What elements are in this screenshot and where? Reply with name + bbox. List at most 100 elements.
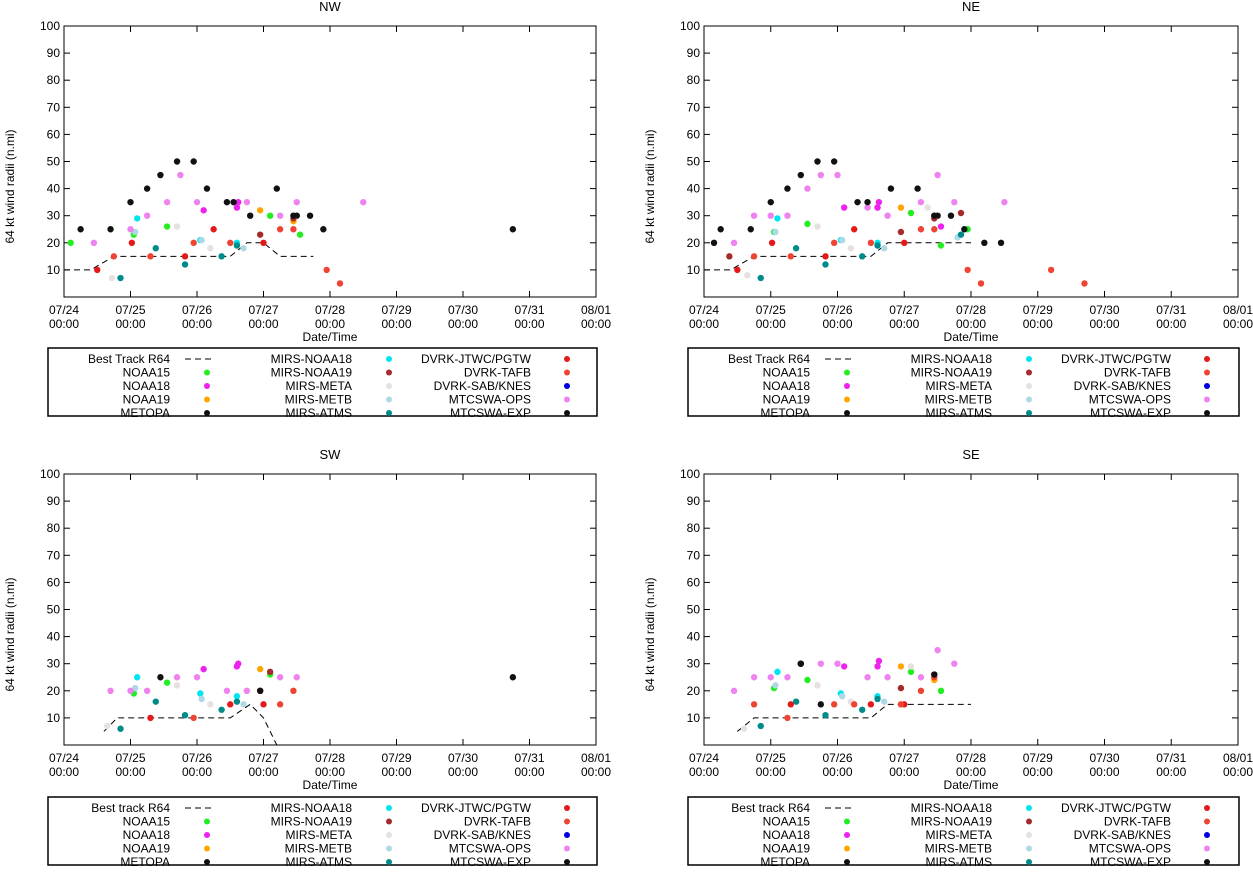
chart-ne-legend-label: MTCSWA-OPS: [1089, 393, 1171, 407]
chart-sw-legend-label: DVRK-JTWC/PGTW: [421, 801, 532, 815]
chart-sw-point-dvrk-jtwc-pgtw: [147, 714, 154, 722]
chart-nw-point-noaa18: [200, 207, 207, 214]
chart-ne-point-mirs-meta: [814, 223, 821, 230]
chart-se-point-mirs-metb: [772, 682, 779, 689]
chart-ne-point-noaa18: [875, 198, 883, 206]
chart-ne-point-dvrk-tafb: [931, 226, 938, 233]
chart-nw-point-noaa15: [67, 239, 74, 246]
chart-sw-xtick-date: 07/31: [514, 751, 544, 765]
chart-ne-xtick-time: 00:00: [756, 317, 786, 331]
chart-nw-point-mirs-metb: [240, 245, 247, 252]
chart-ne-point-metopa: [830, 158, 838, 165]
chart-se-xtick-time: 00:00: [889, 765, 919, 779]
chart-ne-best-track-line: [704, 242, 971, 271]
chart-se-point-mirs-atms: [874, 695, 881, 703]
chart-nw-legend-dot-symbol: [204, 410, 210, 416]
chart-ne-ytick-label: 30: [687, 209, 701, 223]
chart-ne-legend-dot-symbol: [1026, 383, 1032, 389]
chart-se-xtick-date: 07/29: [1023, 751, 1053, 765]
chart-ne-point-metopa: [887, 185, 895, 192]
chart-sw-xtick-date: 07/24: [49, 751, 79, 765]
chart-ne-point-metopa: [747, 226, 754, 233]
chart-nw-point-dvrk-tafb: [276, 226, 284, 233]
chart-nw-legend-dot-symbol: [564, 369, 570, 376]
chart-ne-xtick-date: 07/31: [1156, 303, 1186, 317]
chart-nw-ytick-label: 10: [47, 263, 61, 277]
chart-ne-point-mirs-noaa19: [897, 228, 905, 236]
chart-nw-ytick-label: 60: [47, 127, 61, 141]
chart-panel-sw: SW 10 20 30 40 50 60 70 80 90 100 64 kt wind radii …: [3, 447, 611, 869]
chart-nw-point-mtcswa-ops: [163, 198, 171, 206]
chart-ne-point-mtcswa-ops: [730, 239, 738, 246]
chart-sw-point-mirs-noaa18: [133, 674, 141, 681]
chart-ne-point-dvrk-tafb: [830, 239, 838, 246]
chart-se-point-dvrk-tafb: [917, 687, 925, 694]
chart-sw-point-mirs-atms: [218, 706, 225, 713]
chart-ne-legend-dot-symbol: [1204, 369, 1210, 376]
chart-nw-xlabel: Date/Time: [303, 330, 358, 344]
chart-ne-point-dvrk-jtwc-pgtw: [850, 226, 858, 233]
chart-ne-point-metopa: [981, 239, 988, 246]
chart-nw-xtick-time: 00:00: [115, 317, 145, 331]
chart-ne-ytick-label: 90: [687, 46, 701, 60]
chart-se-legend-dot-symbol: [1204, 832, 1210, 838]
chart-ne-xtick-date: 07/29: [1023, 303, 1053, 317]
chart-se-point-noaa19: [897, 663, 905, 670]
chart-se-legend-dot-symbol: [844, 818, 850, 825]
chart-ne-point-dvrk-jtwc-pgtw: [734, 266, 741, 274]
chart-se-ytick-label: 30: [687, 657, 701, 671]
chart-nw-point-noaa18: [233, 204, 241, 211]
chart-ne-point-mirs-atms: [792, 245, 800, 252]
chart-sw-legend-dot-symbol: [564, 818, 570, 825]
chart-nw-xtick-time: 00:00: [49, 317, 79, 331]
chart-nw-ytick-label: 90: [47, 46, 61, 60]
chart-ne-legend-dot-symbol: [1026, 369, 1032, 376]
chart-sw-point-noaa19: [256, 665, 264, 673]
chart-nw-point-metopa: [157, 171, 164, 179]
chart-sw-legend-dot-symbol: [564, 845, 570, 852]
chart-nw-xtick-time: 00:00: [514, 317, 544, 331]
chart-ne-point-dvrk-jtwc-pgtw: [822, 253, 829, 260]
chart-se-legend-dot-symbol: [1204, 818, 1210, 825]
chart-nw-legend-label: MIRS-META: [286, 379, 352, 393]
chart-sw-point-mtcswa-exp: [256, 687, 264, 694]
chart-nw-point-mirs-atms: [218, 253, 225, 260]
chart-se-ytick-label: 100: [680, 467, 700, 481]
chart-nw-best-track-line: [64, 242, 314, 271]
chart-sw-legend-label: MIRS-META: [286, 828, 352, 842]
chart-nw-ylabel: 64 kt wind radii (n.mi): [3, 129, 17, 243]
chart-se-legend-dot-symbol: [1026, 859, 1032, 865]
chart-nw-point-mtcswa-ops: [127, 226, 134, 233]
chart-ne-point-dvrk-tafb: [917, 226, 925, 233]
chart-nw-legend-label: MIRS-NOAA18: [271, 352, 353, 366]
chart-sw-legend-dot-symbol: [564, 859, 570, 865]
chart-se-legend-dot-symbol: [844, 859, 850, 865]
chart-sw-legend-label: MIRS-METB: [285, 842, 352, 856]
chart-sw-legend-box: [47, 796, 598, 866]
chart-ne-point-dvrk-tafb: [964, 266, 971, 274]
chart-se-ytick-label: 70: [687, 548, 701, 562]
chart-ne-point-metopa: [767, 198, 774, 206]
chart-ne-ytick-label: 40: [687, 182, 701, 196]
chart-ne-legend-dot-symbol: [1204, 396, 1210, 403]
chart-se-point-mtcswa-ops: [834, 660, 841, 667]
chart-ne-point-mirs-noaa19: [726, 253, 733, 260]
chart-nw-point-mtcswa-ops: [243, 198, 251, 206]
chart-sw-legend-label: MTCSWA-OPS: [449, 842, 531, 856]
chart-nw-xtick-date: 07/24: [49, 303, 79, 317]
chart-se-point-dvrk-jtwc-pgtw: [867, 701, 875, 708]
chart-ne-point-metopa: [914, 185, 921, 192]
chart-ne-xtick-time: 00:00: [689, 317, 719, 331]
chart-sw-xtick-time: 00:00: [448, 765, 478, 779]
chart-nw-point-mirs-noaa19: [256, 231, 264, 238]
chart-se-xtick-time: 00:00: [1223, 765, 1253, 779]
chart-ne-ytick-label: 60: [687, 127, 701, 141]
chart-sw-legend-dot-symbol: [564, 832, 570, 838]
chart-nw-point-metopa: [190, 158, 197, 165]
chart-se-legend-label: MIRS-META: [926, 828, 992, 842]
chart-nw-point-mtcswa-ops: [276, 212, 284, 219]
chart-se-xtick-time: 00:00: [1156, 765, 1186, 779]
chart-ne-legend-label: DVRK-JTWC/PGTW: [1061, 352, 1172, 366]
chart-se-xtick-date: 07/25: [756, 751, 786, 765]
